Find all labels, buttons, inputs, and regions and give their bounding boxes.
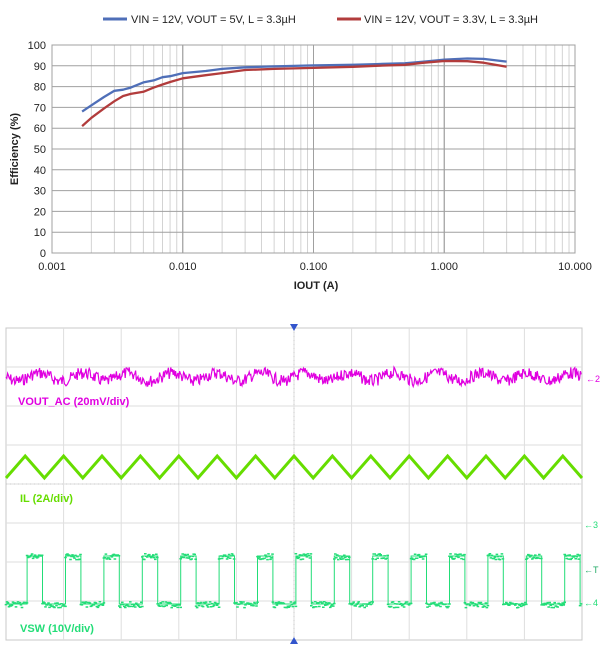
- y-tick-label: 20: [34, 206, 46, 218]
- oscilloscope-capture: VOUT_AC (20mV/div) IL (2A/div) VSW (10V/di…: [4, 324, 600, 644]
- channel-4-marker: ←4: [584, 598, 598, 608]
- y-tick-label: 90: [34, 61, 46, 73]
- channel-2-marker: ←2: [586, 374, 600, 384]
- y-axis-title: Efficiency (%): [9, 113, 21, 185]
- trigger-position-top-marker: [290, 324, 298, 331]
- trace-label-3: VSW (10V/div): [20, 623, 94, 635]
- il-trace: [4, 453, 584, 481]
- efficiency-chart: VIN = 12V, VOUT = 5V, L = 3.3µH VIN = 12V…: [9, 14, 592, 292]
- trace-label-2: IL (2A/div): [20, 493, 73, 505]
- x-tick-label: 10.000: [558, 261, 592, 273]
- y-tick-label: 100: [28, 40, 46, 52]
- y-tick-label: 0: [40, 248, 46, 260]
- trace-label-1: VOUT_AC (20mV/div): [18, 396, 130, 408]
- x-tick-label: 0.100: [300, 261, 328, 273]
- legend-label: VIN = 12V, VOUT = 3.3V, L = 3.3µH: [364, 14, 538, 26]
- legend-item-1: VIN = 12V, VOUT = 5V, L = 3.3µH: [103, 14, 296, 26]
- y-tick-label: 30: [34, 186, 46, 198]
- x-tick-label: 1.000: [430, 261, 458, 273]
- chart-axes: 0 10 20 30 40 50 60 70 80 90 100 0.001 0.010 0.100 1.0…: [28, 40, 592, 273]
- channel-3-marker: ←3: [584, 520, 598, 530]
- vsw-trace: [4, 553, 583, 609]
- scope-labels: VOUT_AC (20mV/div) IL (2A/div) VSW (10V/di…: [18, 374, 600, 635]
- trigger-level-marker: ←T: [584, 565, 599, 575]
- chart-grid: [51, 44, 576, 254]
- vout-ac-trace: [5, 365, 582, 389]
- y-tick-label: 10: [34, 227, 46, 239]
- legend-label: VIN = 12V, VOUT = 5V, L = 3.3µH: [131, 14, 296, 26]
- y-tick-label: 60: [34, 123, 46, 135]
- trigger-position-bottom-marker: [290, 637, 298, 644]
- legend-item-2: VIN = 12V, VOUT = 3.3V, L = 3.3µH: [337, 14, 538, 26]
- x-tick-label: 0.010: [169, 261, 197, 273]
- x-axis-title: IOUT (A): [294, 280, 339, 292]
- x-tick-label: 0.001: [38, 261, 66, 273]
- chart-series: [81, 57, 507, 127]
- y-tick-label: 80: [34, 82, 46, 94]
- y-tick-label: 40: [34, 165, 46, 177]
- scope-traces: [4, 365, 584, 609]
- y-tick-label: 70: [34, 102, 46, 114]
- series-line-2: [81, 59, 507, 127]
- chart-legend: VIN = 12V, VOUT = 5V, L = 3.3µH VIN = 12V…: [103, 14, 538, 26]
- y-tick-label: 50: [34, 144, 46, 156]
